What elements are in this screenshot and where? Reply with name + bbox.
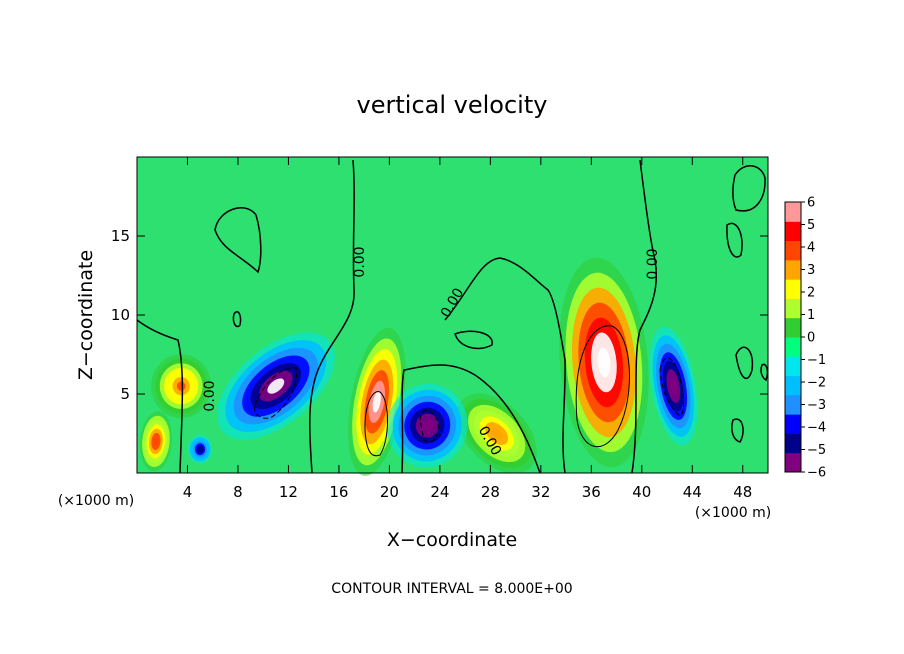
zero-contour (308, 159, 355, 474)
x-tick-label: 28 (481, 483, 500, 501)
velocity-level (267, 378, 285, 394)
colorbar-tick-label: 6 (807, 196, 815, 211)
velocity-level (421, 419, 434, 432)
colorbar-swatch (785, 337, 801, 357)
x-tick-label: 36 (582, 483, 601, 501)
zero-contour (136, 319, 184, 474)
x-tick-label: 40 (632, 483, 651, 501)
x-unit-right: (×1000 m) (695, 505, 771, 521)
x-tick-label: 20 (380, 483, 399, 501)
dashed-contour (659, 357, 685, 417)
velocity-level (176, 381, 186, 391)
updraft-cell (139, 411, 173, 472)
contour-interval-note: CONTOUR INTERVAL = 8.000E+00 (331, 581, 572, 597)
x-axis-ticks: 4 8 12 16 20 24 28 32 36 40 44 48 (183, 157, 752, 501)
velocity-level (372, 391, 381, 413)
x-unit-left: (×1000 m) (58, 493, 134, 509)
plot-area: 0.00 0.00 0.00 0.00 0.00 4 8 12 16 20 24 28 32 3… (111, 156, 769, 501)
colorbar-swatch (785, 279, 801, 299)
colorbar-tick-label: 2 (807, 286, 815, 301)
colorbar-tick-label: 1 (807, 308, 815, 323)
downdraft-cell (188, 435, 213, 464)
colorbar-swatch (785, 394, 801, 415)
closed-contour (760, 363, 769, 382)
y-tick-label: 5 (120, 385, 130, 403)
colorbar-tick-label: 5 (807, 218, 815, 233)
contour-label: 0.00 (352, 246, 368, 277)
closed-contour (732, 165, 766, 212)
colorbar-swatch (785, 317, 801, 338)
closed-contour (454, 330, 493, 350)
zero-contour (401, 364, 541, 474)
zero-contour (631, 159, 658, 474)
colorbar-swatch (785, 414, 801, 434)
closed-contour (735, 346, 754, 380)
x-tick-label: 4 (183, 483, 193, 501)
x-tick-label: 24 (430, 483, 449, 501)
colorbar-tick-label: −4 (807, 421, 826, 436)
x-tick-label: 12 (279, 483, 298, 501)
colorbar-swatch (785, 433, 801, 454)
chart-title: vertical velocity (357, 91, 548, 119)
dashed-contour (254, 367, 298, 419)
dashed-contour (419, 409, 439, 443)
colorbar-swatch (785, 259, 801, 280)
colorbar-tick-label: −5 (807, 443, 826, 458)
x-axis-label: X−coordinate (387, 529, 517, 551)
closed-contour (726, 222, 743, 258)
y-axis-label: Z−coordinate (75, 250, 97, 380)
colorbar: 6 5 4 3 2 1 0 −1 −2 −3 −4 −5 −6 (784, 196, 826, 481)
contour-lines (136, 159, 769, 474)
downdraft-cell (387, 383, 468, 468)
y-tick-label: 10 (111, 306, 130, 324)
closed-contour (214, 207, 262, 274)
contour-label: 0.00 (645, 248, 661, 279)
thin-contour (575, 325, 630, 447)
closed-contour (232, 311, 242, 328)
colorbar-tick-label: 4 (807, 241, 815, 256)
colorbar-swatch (785, 240, 801, 261)
velocity-level (490, 427, 503, 440)
velocity-level (669, 377, 677, 395)
colorbar-swatch (785, 452, 801, 473)
colorbar-tick-label: 0 (807, 331, 815, 346)
velocity-level (153, 437, 159, 446)
y-tick-label: 15 (111, 227, 130, 245)
x-tick-label: 8 (233, 483, 243, 501)
colorbar-swatch (785, 202, 801, 222)
downdraft-cell (216, 332, 335, 440)
colorbar-tick-label: −1 (807, 353, 826, 368)
colorbar-swatch (785, 298, 801, 319)
closed-contour (731, 418, 744, 443)
x-tick-label: 44 (683, 483, 702, 501)
colorbar-tick-label: 3 (807, 263, 815, 278)
colorbar-swatch (785, 375, 801, 396)
zero-contour (444, 257, 566, 474)
contour-label: 0.00 (202, 380, 218, 411)
colorbar-tick-label: −2 (807, 376, 826, 391)
colorbar-swatch (785, 221, 801, 242)
velocity-level (198, 447, 202, 452)
x-tick-label: 16 (329, 483, 348, 501)
x-tick-label: 48 (733, 483, 752, 501)
thin-contour (364, 391, 388, 457)
updraft-cell (151, 354, 212, 419)
y-axis-ticks: 5 10 15 (111, 227, 768, 403)
velocity-field (139, 257, 698, 476)
colorbar-tick-label: −3 (807, 398, 826, 413)
updraft-cell (559, 257, 649, 468)
colorbar-swatch (785, 356, 801, 377)
velocity-level (597, 347, 611, 378)
x-tick-label: 32 (531, 483, 550, 501)
colorbar-tick-label: −6 (807, 466, 826, 481)
